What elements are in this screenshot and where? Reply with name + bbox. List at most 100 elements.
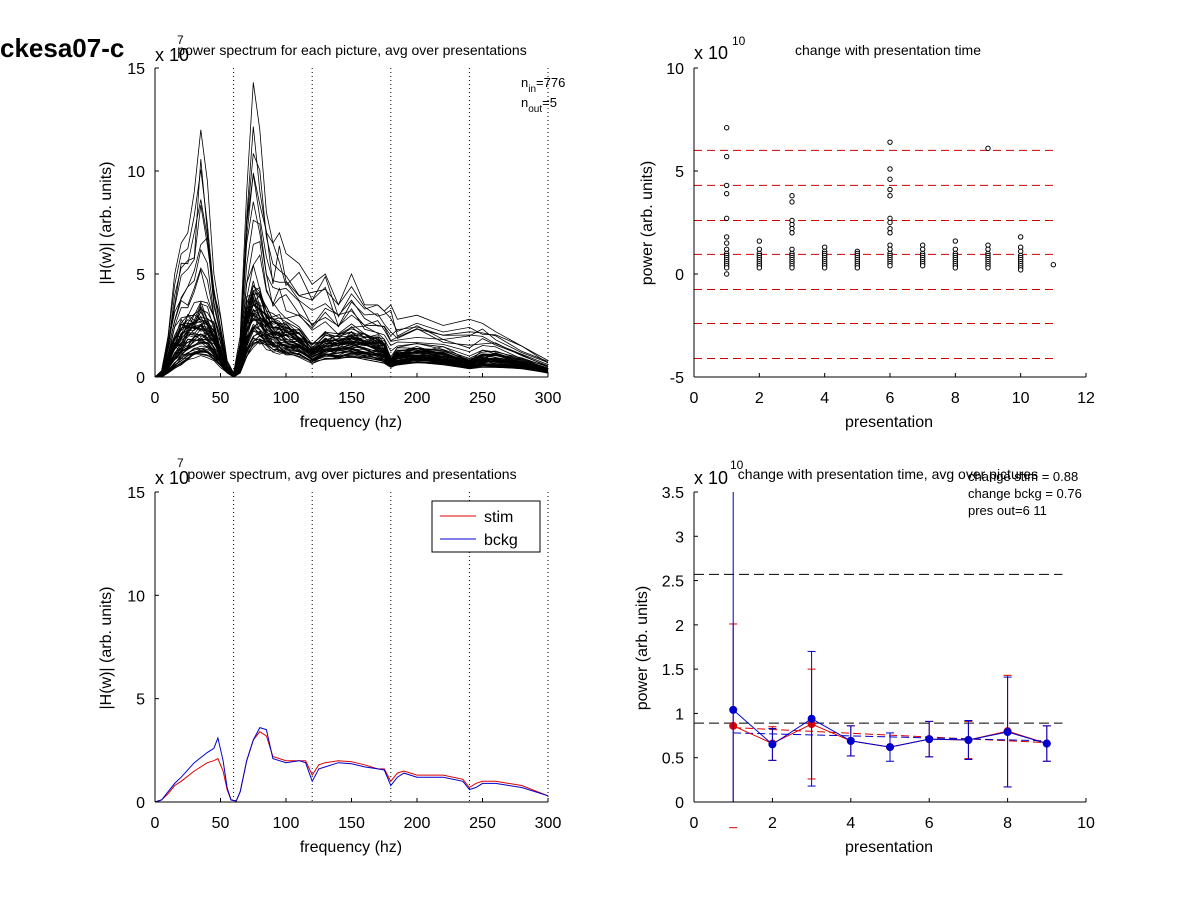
spectrum-line [154,293,549,378]
scatter-point [985,145,991,152]
x-tick-label: 50 [212,815,230,832]
scatter-point [756,265,763,271]
threshold-lines [694,149,1056,359]
scatter-point [854,265,861,271]
scatter-point [887,139,893,145]
x-tick-label: 50 [212,390,230,407]
n-in-sub: in [528,84,536,95]
dashed-reference-lines [694,573,1063,724]
y-tick-label: 3 [675,529,684,546]
exponent-label: x 10 [155,468,189,488]
scatter-point [723,234,730,240]
spectrum-line-max [154,82,549,378]
y-tick-label: -5 [670,370,684,387]
x-tick-label: 150 [338,815,365,832]
data-point-bckg [846,736,855,745]
data-point-bckg [964,736,973,744]
exponent-power: 7 [177,456,184,470]
y-tick-label: 0.5 [662,751,684,768]
spectrum-line [154,159,549,378]
tick-labels: 0 50 100 150 200 250 300 0 5 10 15 [127,61,561,407]
x-tick-label: 2 [768,815,777,832]
y-tick-label: 0 [675,795,684,812]
spectrum-line [154,126,549,378]
y-tick-label: 10 [666,61,684,78]
n-in-base: n [521,75,528,90]
x-tick-label: 250 [469,815,496,832]
spectrum-line [154,287,549,378]
axes-frame [693,491,1087,803]
x-tick-label: 6 [886,390,895,407]
scatter-point [723,182,730,189]
y-tick-label: 0 [675,267,684,284]
annotation-pres-out: pres out=6 11 [968,503,1047,518]
spectrum-line [154,201,549,378]
plot-title: change with presentation time, avg over … [738,466,1038,482]
x-tick-label: 2 [755,390,764,407]
scatter-point [723,215,730,222]
y-tick-label: 5 [136,267,145,284]
y-tick-label: 1.5 [662,662,684,679]
scatter-point [887,186,893,193]
scatter-points [723,125,1057,277]
y-tick-label: 2.5 [662,574,684,591]
data-point-bckg [729,705,738,714]
scatter-point [789,193,795,199]
x-tick-label: 300 [535,815,562,832]
x-axis-label: frequency (hz) [300,414,402,431]
x-tick-label: 150 [338,390,365,407]
spectrum-line [154,284,549,378]
y-tick-label: 10 [127,164,145,181]
y-tick-label: 5 [675,164,684,181]
plot-title: power spectrum, avg over pictures and pr… [187,466,516,482]
scatter-point [789,230,795,236]
scatter-point [723,265,730,271]
n-in-annotation: nin=776 [521,75,565,95]
x-tick-label: 12 [1077,390,1095,407]
data-point-bckg [768,740,777,749]
y-tick-label: 15 [127,61,145,78]
scatter-point [887,219,893,226]
x-tick-label: 8 [951,390,960,407]
exponent-label: x 10 [694,468,728,488]
n-out-base: n [521,95,528,110]
x-axis-label: frequency (hz) [300,839,402,856]
spectrum-line [154,219,549,378]
x-tick-label: 10 [1077,815,1095,832]
spectrum-line [154,153,549,378]
x-tick-label: 4 [820,390,829,407]
spectrum-line [154,254,549,378]
series-line-bckg [154,726,549,803]
data-point-bckg [886,743,894,752]
y-axis-label: |H(w)| (arb. units) [98,587,115,710]
scatter-point [887,193,893,199]
tick-labels: 0 50 100 150 200 250 300 0 5 10 15 [127,485,561,832]
axes-frame [154,67,549,378]
tick-labels: 0 2 4 6 8 10 0 0.5 1 1.5 2 2.5 3 3.5 [662,485,1095,832]
legend: stim bckg [431,500,541,553]
x-tick-label: 10 [1012,390,1030,407]
y-axis-label: power (arb. units) [639,161,656,286]
scatter-point [723,240,730,246]
scatter-point [887,230,893,236]
x-axis-label: presentation [845,839,933,856]
exponent-power: 10 [732,34,746,48]
exponent-power: 7 [177,33,184,47]
exponent-power: 10 [730,458,744,472]
y-tick-label: 1 [675,706,684,723]
x-tick-label: 200 [404,815,431,832]
scatter-point [952,265,959,271]
scatter-point [789,265,795,271]
x-tick-label: 200 [404,390,431,407]
x-tick-label: 100 [273,390,300,407]
scatter-point [723,125,730,131]
x-tick-label: 100 [273,815,300,832]
x-tick-label: 0 [151,390,160,407]
y-tick-label: 5 [136,692,145,709]
x-tick-label: 4 [846,815,855,832]
legend-label-stim: stim [484,509,513,526]
spectrum-lines-group [154,82,549,378]
y-tick-label: 2 [675,618,684,635]
x-tick-label: 300 [535,390,562,407]
